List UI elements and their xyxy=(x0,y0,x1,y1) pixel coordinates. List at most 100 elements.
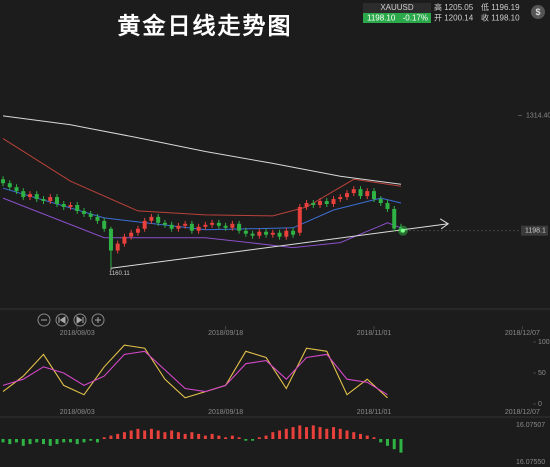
candle-body xyxy=(88,213,93,217)
macd-axis-label: 16.07507 xyxy=(516,422,545,429)
candle-body xyxy=(102,220,107,229)
macd-bar xyxy=(75,439,79,445)
macd-bar xyxy=(109,435,113,439)
macd-bar xyxy=(170,430,174,439)
candle-body xyxy=(156,216,161,223)
macd-axis-label: 16.07550 xyxy=(516,459,545,466)
x-tick-label: 2018/11/01 xyxy=(357,409,392,416)
macd-bar xyxy=(35,439,39,443)
candle-body xyxy=(210,222,215,225)
macd-bar xyxy=(325,428,329,439)
candle-body xyxy=(95,216,100,221)
moving-average xyxy=(2,138,402,217)
macd-bar xyxy=(379,439,383,443)
macd-bar xyxy=(210,433,214,439)
stoch-tick-label: 100 xyxy=(538,339,550,346)
candle-body xyxy=(183,223,188,226)
macd-bar xyxy=(399,439,403,453)
macd-bar xyxy=(291,427,295,439)
chart-title: 黄金日线走势图 xyxy=(118,12,293,38)
macd-bar xyxy=(284,428,288,439)
x-tick-label: 2018/09/18 xyxy=(208,409,243,416)
macd-bar xyxy=(190,432,194,439)
candle-body xyxy=(216,222,221,226)
macd-bar xyxy=(1,439,5,443)
candle-body xyxy=(338,197,343,200)
macd-bar xyxy=(55,439,59,445)
macd-bar xyxy=(318,427,322,439)
currency-icon[interactable] xyxy=(531,5,545,19)
candle-body xyxy=(196,226,201,231)
macd-bar xyxy=(338,428,342,439)
moving-average xyxy=(2,115,402,185)
candle-body xyxy=(34,194,39,200)
macd-bar xyxy=(271,432,275,439)
macd-bar xyxy=(21,439,25,446)
last-price-dot xyxy=(400,228,405,233)
macd-bar xyxy=(95,439,99,443)
macd-bar xyxy=(332,427,336,439)
macd-bar xyxy=(197,433,201,439)
candle-body xyxy=(270,232,275,235)
x-tick-label: 2018/08/03 xyxy=(60,409,95,416)
candle-body xyxy=(392,208,397,229)
macd-bar xyxy=(311,425,315,439)
candle-body xyxy=(345,193,350,198)
stoch-line xyxy=(2,344,388,399)
macd-bar xyxy=(385,439,389,446)
macd-bar xyxy=(89,439,93,441)
candle-body xyxy=(371,191,376,200)
macd-bar xyxy=(42,439,46,445)
candle-body xyxy=(331,199,336,205)
zoom-in-button[interactable] xyxy=(91,313,105,327)
candle-body xyxy=(41,199,46,202)
candle-body xyxy=(304,203,309,207)
candle-body xyxy=(223,225,228,228)
macd-bar xyxy=(116,433,120,439)
candle-body xyxy=(378,199,383,204)
macd-bar xyxy=(372,437,376,439)
stoch-tick-label: 50 xyxy=(538,370,546,377)
stoch-line xyxy=(2,350,388,396)
icon xyxy=(58,316,66,324)
candle-body xyxy=(284,230,289,237)
x-tick-label: 2018/12/07 xyxy=(505,409,540,416)
macd-bar xyxy=(358,433,362,439)
zoom-out-button[interactable] xyxy=(37,313,51,327)
macd-bar xyxy=(298,425,302,439)
trendline-arrow xyxy=(439,218,450,230)
candle-body xyxy=(358,189,363,197)
candle-body xyxy=(7,183,12,188)
quote-symbol: XAUUSD xyxy=(380,3,414,12)
first-button[interactable] xyxy=(55,313,69,327)
candle-body xyxy=(81,210,86,214)
candle-body xyxy=(48,197,53,202)
candle-body xyxy=(264,231,269,235)
quote-open: 开 1200.14 xyxy=(434,14,474,23)
macd-bar xyxy=(264,435,268,439)
candle-body xyxy=(189,223,194,231)
candle-body xyxy=(75,205,80,211)
macd-bar xyxy=(68,439,72,443)
macd-bar xyxy=(136,428,140,439)
candle-body xyxy=(149,216,154,221)
candle-body xyxy=(108,228,113,251)
macd-bar xyxy=(244,439,248,441)
macd-bar xyxy=(8,439,12,445)
quote-close: 收 1198.10 xyxy=(481,13,520,23)
macd-bar xyxy=(278,430,282,439)
candle-body xyxy=(385,203,390,209)
macd-bar xyxy=(149,428,153,439)
candle-body xyxy=(230,223,235,228)
candle-body xyxy=(169,224,174,229)
candle-body xyxy=(129,232,134,237)
candle-body xyxy=(28,194,33,198)
macd-bar xyxy=(163,432,167,439)
moving-average xyxy=(2,197,402,249)
last-button[interactable] xyxy=(73,313,87,327)
quote-header xyxy=(363,3,431,13)
candle-body xyxy=(142,220,147,229)
macd-bar xyxy=(176,432,180,439)
quote-low: 低 1196.19 xyxy=(481,2,520,12)
candle-body xyxy=(297,206,302,233)
